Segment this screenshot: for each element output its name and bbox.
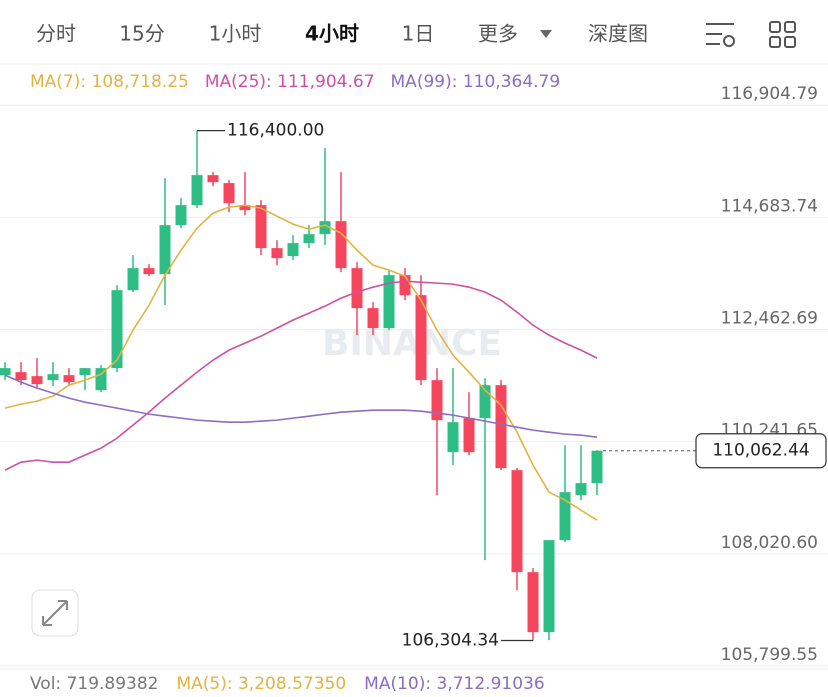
plot — [0, 130, 603, 641]
candle-body — [159, 225, 171, 275]
annotation-label: 106,304.34 — [402, 631, 499, 651]
candle-body — [511, 470, 523, 573]
y-tick-label: 105,799.55 — [721, 645, 818, 665]
candle-body — [527, 572, 539, 633]
candle-body — [175, 205, 187, 226]
candle-body — [463, 418, 475, 453]
candle-body — [303, 234, 315, 244]
candle-body — [591, 450, 603, 484]
candle-body — [543, 540, 555, 633]
candle-body — [0, 368, 11, 376]
settings-icon[interactable] — [706, 23, 735, 47]
candle-body — [127, 268, 139, 291]
candle-body — [271, 248, 283, 259]
tab[interactable]: 分时 — [36, 22, 76, 46]
ma-legend: MA(99): 110,364.79 — [391, 72, 561, 92]
tab[interactable]: 深度图 — [588, 22, 648, 46]
tab[interactable]: 1日 — [402, 22, 435, 46]
candle-body — [143, 268, 155, 275]
candle-body — [447, 422, 459, 453]
candle-body — [415, 295, 427, 381]
ma-legend: MA(7): 108,718.25 — [30, 72, 189, 92]
watermark: BINANCE — [322, 323, 502, 364]
ma-line — [4, 280, 598, 471]
candle-body — [79, 368, 91, 376]
y-tick-label: 108,020.60 — [721, 533, 818, 553]
expand-button[interactable] — [31, 589, 79, 637]
candle-body — [255, 205, 267, 249]
candle-body — [335, 221, 347, 269]
y-tick-label: 114,683.74 — [721, 196, 818, 216]
layout-icon[interactable] — [769, 21, 796, 48]
candle-body — [207, 175, 219, 183]
tab[interactable]: 4小时 — [305, 22, 359, 46]
candle-body — [351, 268, 363, 309]
grid: 116,904.79114,683.74112,462.69110,241.65… — [0, 84, 828, 667]
candle-body — [63, 375, 75, 383]
candle-body — [479, 385, 491, 419]
candle-body — [191, 175, 203, 206]
ma-line — [4, 374, 598, 438]
candle-body — [399, 275, 411, 296]
candle-body — [559, 492, 571, 541]
tab[interactable]: 1小时 — [209, 22, 262, 46]
volume-info: MA(10): 3,712.91036 — [364, 674, 544, 694]
candle-body — [287, 243, 299, 257]
candle-body — [383, 275, 395, 329]
volume-info: MA(5): 3,208.57350 — [177, 674, 347, 694]
y-tick-label: 116,904.79 — [721, 84, 818, 104]
y-tick-label: 112,462.69 — [721, 309, 818, 329]
ma-line — [4, 204, 598, 521]
candle-body — [95, 368, 107, 391]
candle-body — [239, 205, 251, 211]
tab[interactable]: 更多 — [478, 22, 518, 46]
annotation-label: 116,400.00 — [227, 121, 324, 141]
ma-legend: MA(25): 111,904.67 — [205, 72, 375, 92]
candle-body — [319, 221, 331, 235]
candle-body — [31, 376, 43, 385]
candle-body — [575, 483, 587, 496]
candle-body — [431, 380, 443, 421]
current-price-box — [695, 433, 827, 469]
candle-body — [111, 290, 123, 369]
candle-body — [495, 385, 507, 469]
candle-body — [223, 183, 235, 204]
candle-body — [367, 308, 379, 329]
tab[interactable]: 15分 — [119, 22, 164, 46]
current-price-label: 110,062.44 — [712, 441, 809, 461]
candle-body — [47, 374, 59, 381]
overlay: 116,400.00 106,304.34 110,062.44 — [197, 121, 827, 651]
candle-body — [15, 372, 27, 381]
dropdown-arrow[interactable] — [540, 30, 552, 38]
volume-info: Vol: 719.89382 — [30, 674, 159, 694]
